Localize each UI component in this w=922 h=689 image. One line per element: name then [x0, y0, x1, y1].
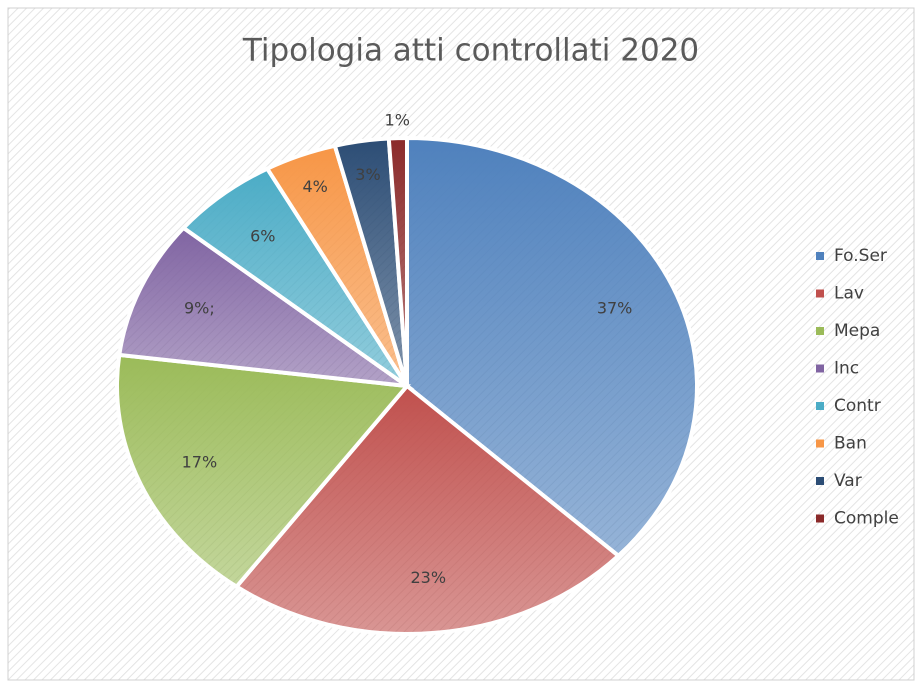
- legend-label: Mepa: [834, 321, 880, 341]
- pie-slice: [386, 135, 409, 387]
- legend-label: Inc: [834, 359, 859, 379]
- legend-swatch: [816, 477, 824, 485]
- chart-title: Tipologia atti controllati 2020: [242, 33, 699, 69]
- data-label: 4%: [302, 177, 327, 196]
- data-label: 1%: [385, 110, 410, 129]
- legend-swatch: [816, 514, 824, 523]
- data-label: 6%: [250, 226, 275, 245]
- legend-label: Ban: [834, 434, 867, 454]
- data-label: 17%: [182, 452, 218, 471]
- pie-slice: [115, 352, 411, 590]
- pie-slice: [233, 383, 622, 636]
- data-label: 3%: [355, 165, 380, 184]
- legend-swatch: [816, 289, 824, 298]
- legend-swatch: [816, 439, 824, 448]
- legend-label: Contr: [834, 396, 881, 416]
- legend-swatch: [816, 252, 824, 260]
- legend-label: Lav: [834, 284, 864, 304]
- legend-swatch: [816, 364, 824, 373]
- data-label: 37%: [597, 299, 633, 318]
- legend-label: Comple: [834, 509, 899, 529]
- legend-label: Var: [834, 471, 862, 491]
- legend-swatch: [816, 327, 824, 335]
- legend-label: Fo.Ser: [834, 246, 887, 266]
- legend-swatch: [816, 402, 824, 410]
- data-label: 23%: [411, 568, 447, 587]
- data-label: 9%;: [184, 299, 215, 318]
- pie-slice: [117, 225, 415, 389]
- pie-slice: [405, 135, 699, 559]
